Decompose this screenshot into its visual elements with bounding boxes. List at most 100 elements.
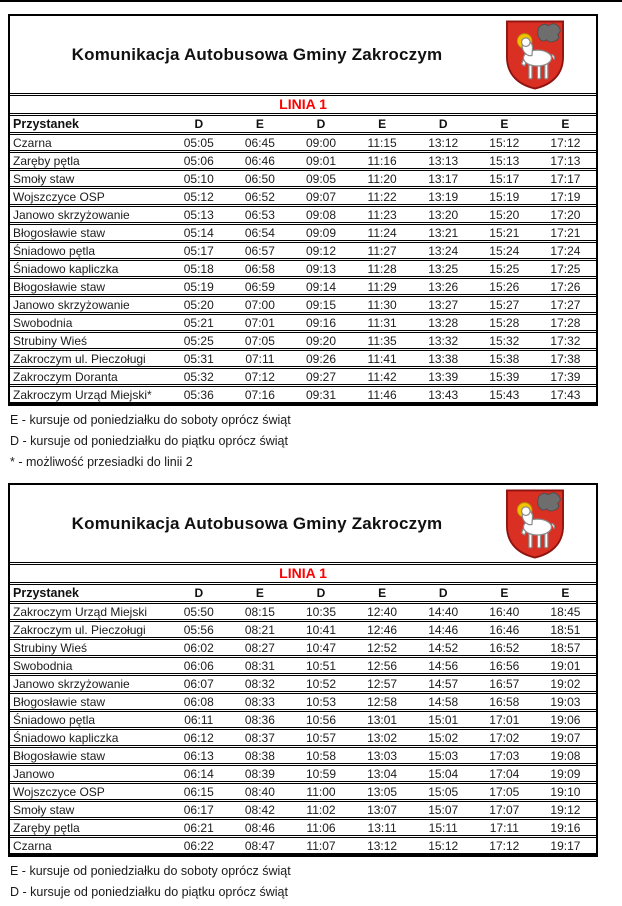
departure-time: 13:12 — [412, 132, 474, 150]
departure-time: 09:13 — [290, 258, 352, 276]
departure-time: 15:38 — [473, 348, 535, 366]
stop-name: Wojszczyce OSP — [10, 781, 169, 799]
stop-name: Janowo — [10, 763, 169, 781]
departure-time: 08:32 — [229, 673, 291, 691]
timetable-board-outbound: Komunikacja Autobusowa Gminy Zakroczym — [8, 14, 598, 469]
line-banner: LINIA 1 — [10, 562, 596, 582]
stop-name: Zakroczym Doranta — [10, 366, 169, 384]
timetable-row: Zakroczym ul. Pieczoługi 05:56 08:21 10:… — [10, 619, 596, 637]
departure-time: 17:13 — [534, 150, 596, 168]
departure-time: 18:45 — [534, 601, 596, 619]
departure-time: 06:21 — [168, 817, 230, 835]
departure-time: 15:13 — [473, 150, 535, 168]
departure-time: 19:17 — [534, 835, 596, 853]
footnote: D - kursuje od poniedziałku do piątku op… — [10, 434, 288, 448]
departure-time: 16:46 — [473, 619, 535, 637]
departure-time: 09:26 — [290, 348, 352, 366]
departure-time: 05:32 — [168, 366, 230, 384]
departure-time: 17:43 — [534, 384, 596, 402]
departure-time: 19:07 — [534, 727, 596, 745]
departure-time: 11:28 — [351, 258, 413, 276]
stop-column-header: Przystanek — [10, 582, 169, 601]
departure-time: 09:01 — [290, 150, 352, 168]
departure-time: 06:22 — [168, 835, 230, 853]
departure-time: 07:12 — [229, 366, 291, 384]
departure-time: 08:46 — [229, 817, 291, 835]
column-header-row: Przystanek D E D E D E E — [10, 582, 596, 601]
departure-time: 13:12 — [351, 835, 413, 853]
footnote: E - kursuje od poniedziałku do soboty op… — [10, 413, 291, 427]
departure-time: 05:14 — [168, 222, 230, 240]
departure-time: 09:14 — [290, 276, 352, 294]
departure-time: 05:17 — [168, 240, 230, 258]
departure-time: 11:24 — [351, 222, 413, 240]
departure-time: 08:33 — [229, 691, 291, 709]
departure-time: 13:19 — [412, 186, 474, 204]
timetable-row: Czarna 06:22 08:47 11:07 13:12 15:12 17:… — [10, 835, 596, 853]
departure-time: 13:39 — [412, 366, 474, 384]
departure-time: 11:27 — [351, 240, 413, 258]
departure-time: 06:17 — [168, 799, 230, 817]
departure-time: 05:50 — [168, 601, 230, 619]
footnote: E - kursuje od poniedziałku do soboty op… — [10, 864, 291, 878]
departure-time: 09:12 — [290, 240, 352, 258]
departure-time: 17:24 — [534, 240, 596, 258]
departure-time: 12:52 — [351, 637, 413, 655]
departure-time: 09:05 — [290, 168, 352, 186]
timetable-row: Zakroczym ul. Pieczoługi 05:31 07:11 09:… — [10, 348, 596, 366]
departure-time: 05:56 — [168, 619, 230, 637]
stop-name: Błogosławie staw — [10, 745, 169, 763]
departure-time: 07:11 — [229, 348, 291, 366]
departure-time: 19:03 — [534, 691, 596, 709]
departure-time: 13:03 — [351, 745, 413, 763]
stop-name: Zakroczym Urząd Miejski — [10, 601, 169, 619]
day-code-header: D — [290, 113, 352, 132]
stop-name: Janowo skrzyżowanie — [10, 294, 169, 312]
departure-time: 19:12 — [534, 799, 596, 817]
departure-time: 15:20 — [473, 204, 535, 222]
departure-time: 17:21 — [534, 222, 596, 240]
stop-name: Janowo skrzyżowanie — [10, 204, 169, 222]
departure-time: 05:13 — [168, 204, 230, 222]
departure-time: 06:53 — [229, 204, 291, 222]
departure-time: 13:07 — [351, 799, 413, 817]
departure-time: 17:17 — [534, 168, 596, 186]
departure-time: 17:38 — [534, 348, 596, 366]
departure-time: 06:02 — [168, 637, 230, 655]
departure-time: 19:02 — [534, 673, 596, 691]
footnote: * - możliwość przesiadki do linii 2 — [10, 455, 193, 469]
departure-time: 17:01 — [473, 709, 535, 727]
page-title: Komunikacja Autobusowa Gminy Zakroczym — [71, 44, 443, 64]
departure-time: 10:52 — [290, 673, 352, 691]
departure-time: 17:28 — [534, 312, 596, 330]
departure-time: 17:07 — [473, 799, 535, 817]
departure-time: 16:57 — [473, 673, 535, 691]
stop-name: Zakroczym ul. Pieczoługi — [10, 619, 169, 637]
departure-time: 13:17 — [412, 168, 474, 186]
departure-time: 13:21 — [412, 222, 474, 240]
departure-time: 15:26 — [473, 276, 535, 294]
departure-time: 17:26 — [534, 276, 596, 294]
timetable-row: Janowo skrzyżowanie 05:20 07:00 09:15 11… — [10, 294, 596, 312]
timetable-row: Strubiny Wieś 05:25 07:05 09:20 11:35 13… — [10, 330, 596, 348]
departure-time: 10:58 — [290, 745, 352, 763]
departure-time: 11:30 — [351, 294, 413, 312]
timetable-row: Wojszczyce OSP 06:15 08:40 11:00 13:05 1… — [10, 781, 596, 799]
stop-name: Zakroczym ul. Pieczoługi — [10, 348, 169, 366]
departure-time: 17:03 — [473, 745, 535, 763]
departure-time: 15:17 — [473, 168, 535, 186]
departure-time: 07:00 — [229, 294, 291, 312]
departure-time: 19:06 — [534, 709, 596, 727]
departure-time: 10:56 — [290, 709, 352, 727]
departure-time: 05:36 — [168, 384, 230, 402]
timetable-row: Śniadowo pętla 06:11 08:36 10:56 13:01 1… — [10, 709, 596, 727]
departure-time: 11:35 — [351, 330, 413, 348]
stop-column-header: Przystanek — [10, 113, 169, 132]
departure-time: 13:26 — [412, 276, 474, 294]
departure-time: 13:04 — [351, 763, 413, 781]
stop-name: Wojszczyce OSP — [10, 186, 169, 204]
departure-time: 08:31 — [229, 655, 291, 673]
timetable-frame: Komunikacja Autobusowa Gminy Zakroczym — [8, 14, 598, 406]
departure-time: 05:19 — [168, 276, 230, 294]
